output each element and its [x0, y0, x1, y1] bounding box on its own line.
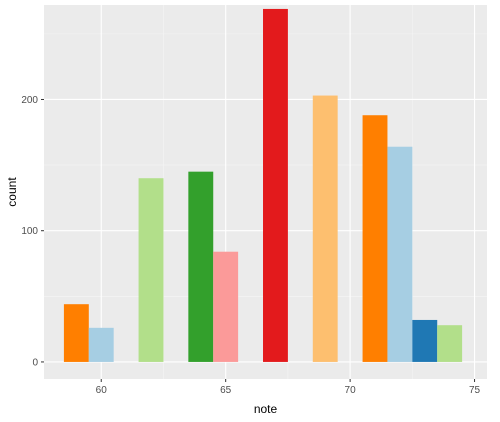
- bar-3: [188, 171, 214, 362]
- y-tick-label: 100: [21, 226, 38, 237]
- x-tick-label: 60: [96, 385, 108, 396]
- y-axis-title: count: [5, 177, 19, 207]
- x-axis-title: note: [254, 402, 278, 416]
- bar-10: [437, 325, 463, 362]
- y-tick-label: 200: [21, 95, 38, 106]
- x-tick-label: 65: [220, 385, 232, 396]
- bar-8: [387, 146, 413, 362]
- y-tick-label: 0: [32, 357, 38, 368]
- axes: 60 65 70 75 0 100 200: [21, 95, 480, 396]
- bar-7: [362, 115, 388, 362]
- bar-0: [63, 304, 89, 362]
- bar-6: [312, 95, 338, 362]
- bar-2: [138, 178, 164, 362]
- x-tick-label: 75: [469, 385, 481, 396]
- bars: [63, 8, 463, 362]
- x-tick-label: 70: [345, 385, 357, 396]
- bar-4: [213, 251, 239, 362]
- bar-1: [88, 327, 114, 362]
- bar-9: [412, 319, 438, 362]
- bar-5: [263, 8, 288, 362]
